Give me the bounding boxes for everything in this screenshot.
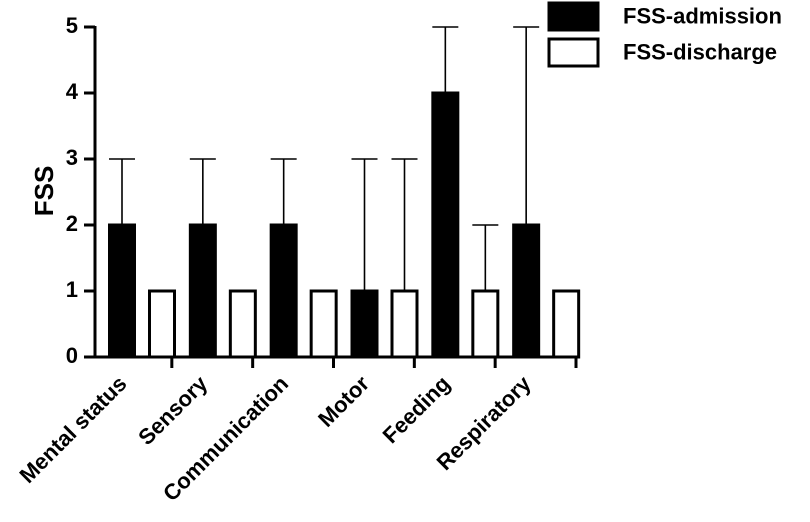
bar-discharge bbox=[148, 289, 176, 359]
y-tick-label: 4 bbox=[66, 79, 79, 104]
category-label: Sensory bbox=[133, 370, 213, 450]
bar-admission bbox=[188, 223, 217, 359]
bars bbox=[108, 26, 581, 359]
bar-admission bbox=[350, 289, 379, 359]
y-tick-label: 3 bbox=[66, 145, 78, 170]
category-label: Feeding bbox=[378, 371, 455, 448]
legend-label-discharge: FSS-discharge bbox=[623, 39, 777, 64]
bar-discharge bbox=[309, 289, 338, 359]
bar-admission bbox=[269, 223, 298, 359]
y-tick-label: 1 bbox=[66, 277, 78, 302]
category-label: Motor bbox=[313, 371, 374, 432]
legend-label-admission: FSS-admission bbox=[623, 3, 782, 28]
y-axis-label: FSS bbox=[29, 166, 59, 217]
bar-discharge bbox=[228, 289, 257, 359]
legend-swatch-admission bbox=[547, 1, 600, 32]
bar-discharge bbox=[471, 289, 500, 359]
bar-discharge bbox=[390, 289, 419, 359]
legend-swatch-discharge bbox=[547, 37, 600, 68]
bar-admission bbox=[431, 91, 460, 359]
y-tick-label: 2 bbox=[66, 211, 78, 236]
category-label: Mental status bbox=[14, 371, 131, 488]
bar-discharge bbox=[552, 289, 581, 359]
legend: FSS-admission FSS-discharge bbox=[547, 1, 782, 68]
y-tick-label: 5 bbox=[66, 13, 78, 38]
bar-admission bbox=[108, 223, 136, 359]
bar-admission bbox=[512, 223, 541, 359]
y-tick-label: 0 bbox=[66, 343, 78, 368]
